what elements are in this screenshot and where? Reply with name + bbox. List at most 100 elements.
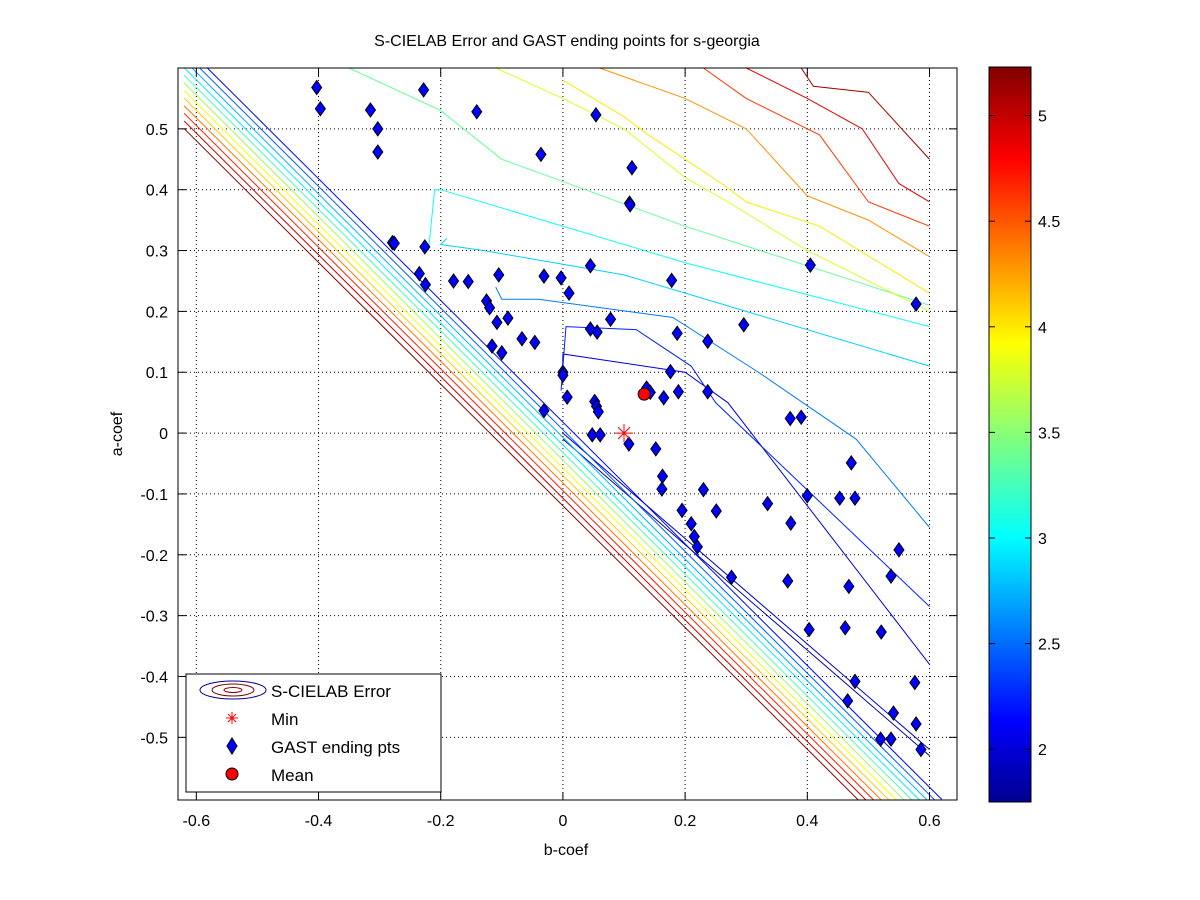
contour-line [599,68,930,258]
gast-ending-point [372,120,384,137]
gast-ending-point [782,573,794,589]
gast-ending-point [849,490,861,507]
contour-line [703,68,930,227]
colorbar-ticks: 2 2.5 3 3.5 4 4.5 5 [989,109,1060,759]
gast-ending-point [604,311,617,328]
colorbar-tick-label: 2.5 [1038,637,1060,654]
contour-line [191,68,928,800]
contour-line [800,68,930,160]
gast-ending-point [592,403,604,420]
gast-ending-point [910,296,922,312]
gast-ending-point [795,409,807,426]
x-tick-label: 0.6 [918,813,940,830]
x-tick-label: 0.4 [796,813,818,830]
contour-line [183,120,867,800]
y-tick-label: -0.3 [140,609,168,626]
gast-ending-point [843,578,855,595]
gast-ending-point [626,159,638,176]
gast-ending-point [650,441,662,457]
legend-entry-gast: GAST ending pts [226,737,400,757]
y-tick-label: -0.4 [140,669,168,686]
contour-legend-icon [199,680,267,700]
y-tick-label: -0.1 [140,487,168,504]
mean-point [637,387,651,401]
x-axis-title: b-coef [544,842,589,859]
gast-ending-point [885,568,897,584]
y-tick-label: 0 [159,426,168,443]
gast-ending-point [893,542,905,558]
y-tick-label: 0.3 [146,244,168,261]
legend-label: Mean [271,766,314,785]
contour-line [183,105,882,800]
gast-ending-point [875,731,887,748]
contour-line [745,68,930,203]
gast-ending-point [486,338,498,354]
gast-ending-point [738,316,750,333]
gast-ending-point [591,324,603,340]
gast-ending-point [516,330,528,347]
legend-label: Min [271,710,298,729]
gast-ending-point [875,624,887,640]
gast-ending-point [915,741,927,758]
contour-line [562,438,930,756]
gast-ending-point [785,515,797,532]
gast-ending-point [586,427,598,443]
gast-ending-point [535,146,547,163]
gast-ending-point [656,481,668,497]
legend-entry-mean: Mean [225,766,314,785]
contour-line [562,79,930,294]
x-tick-label: -0.6 [183,813,211,830]
gast-ending-point [623,436,635,452]
contour-line [183,68,921,800]
axis-tick-labels: -0.6 -0.4 -0.2 0 0.2 0.4 0.6 -0.5 -0.4 -0.3 -0.2 -0… [140,122,940,830]
colorbar-tick-label: 5 [1038,109,1047,126]
gast-ending-point [529,334,541,351]
asterisk-marker-icon [226,712,238,724]
gast-ending-point [839,619,851,636]
gast-ending-point [491,314,503,331]
gast-ending-point [834,490,846,507]
colorbar-tick-label: 3 [1038,531,1047,548]
y-tick-label: -0.2 [140,548,168,565]
gast-ending-point [483,299,496,316]
contour-line [183,74,913,800]
gast-ending-point [761,495,774,512]
gast-ending-point [691,539,703,555]
contour-line [439,238,930,367]
contour-line [206,68,943,800]
gast-ending-point [803,621,815,638]
axis-ticks [178,68,957,800]
gast-ending-point [702,333,714,350]
gast-ending-point [845,455,857,471]
gast-ending-point [804,257,816,274]
legend[interactable]: S-CIELAB Error Min GAST ending pts Mean [185,673,442,793]
contour-line [198,68,936,800]
colorbar-tick-label: 4 [1038,320,1047,337]
gast-ending-point [493,267,505,283]
colorbar-gradient [988,66,1032,803]
contour-line [560,326,930,607]
colorbar-tick-label: 2 [1038,742,1047,759]
circle-marker-icon [225,767,239,781]
legend-entry-min: Min [226,710,298,729]
gast-ending-point [584,257,597,274]
gast-ending-point [909,674,921,691]
gast-ending-point [910,716,922,732]
gast-ending-point [594,427,606,443]
gast-ending-point [447,273,460,289]
gast-ending-point [672,383,685,400]
gast-ending-point [419,239,431,255]
x-tick-label: 0.2 [674,813,696,830]
gast-ending-point [419,276,432,293]
contour-line [495,286,930,528]
colorbar-tick-label: 4.5 [1038,214,1060,231]
gast-ending-point [557,367,569,384]
diamond-marker-icon [226,737,238,755]
gast-ending-point [624,197,636,213]
gast-ending-point [314,100,326,117]
colorbar-tick-label: 3.5 [1038,425,1060,442]
gast-ending-point [885,731,897,748]
gast-ending-point [849,673,861,690]
gast-ending-point [725,569,738,586]
